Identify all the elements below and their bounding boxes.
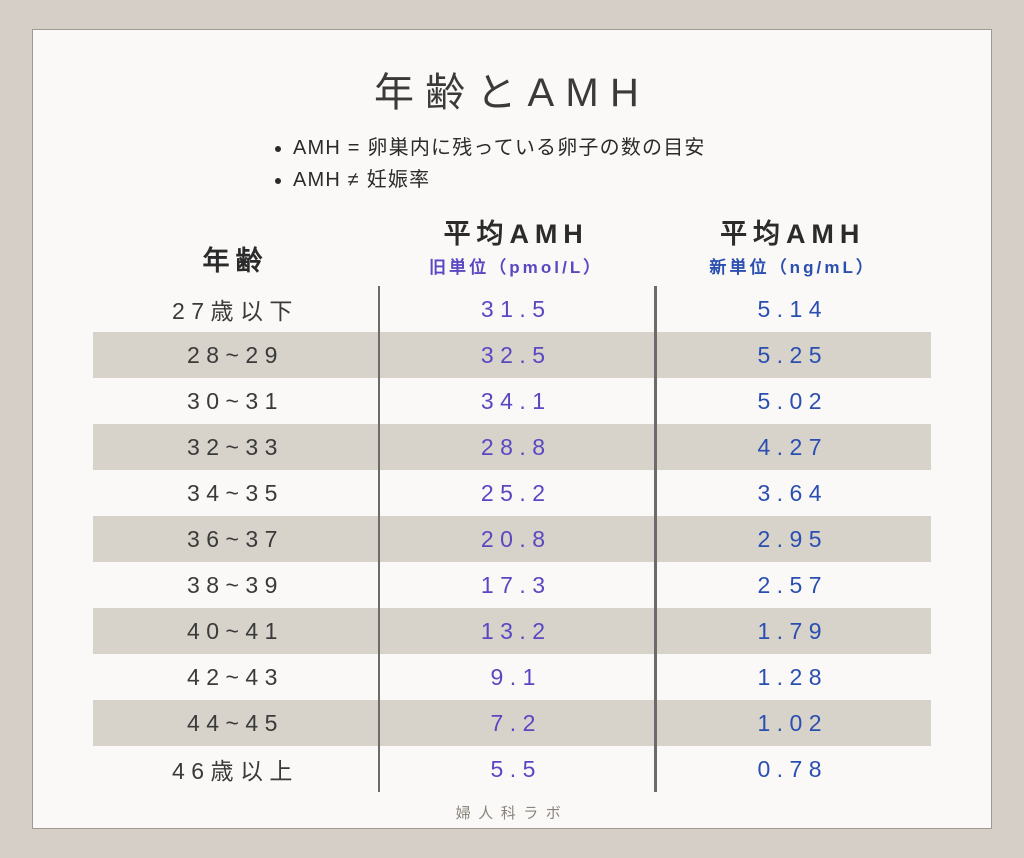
cell-new-unit: 5.14	[654, 296, 931, 323]
table-row: 36~3720.82.95	[93, 516, 931, 562]
cell-new-unit: 5.02	[654, 388, 931, 415]
footer-credit: 婦人科ラボ	[93, 802, 931, 823]
col-header-label: 平均AMH	[378, 212, 655, 251]
table-row: 38~3917.32.57	[93, 562, 931, 608]
cell-old-unit: 31.5	[378, 296, 655, 323]
cell-old-unit: 34.1	[378, 388, 655, 415]
cell-old-unit: 9.1	[378, 664, 655, 691]
cell-old-unit: 32.5	[378, 342, 655, 369]
col-header-sublabel: 旧単位（pmol/L）	[378, 253, 655, 278]
cell-age: 42~43	[93, 664, 378, 691]
table-row: 42~439.11.28	[93, 654, 931, 700]
table-row: 44~457.21.02	[93, 700, 931, 746]
cell-old-unit: 17.3	[378, 572, 655, 599]
cell-old-unit: 25.2	[378, 480, 655, 507]
cell-age: 36~37	[93, 526, 378, 553]
cell-age: 32~33	[93, 434, 378, 461]
cell-old-unit: 13.2	[378, 618, 655, 645]
cell-new-unit: 1.79	[654, 618, 931, 645]
col-header-age: 年齢	[93, 239, 378, 278]
cell-old-unit: 20.8	[378, 526, 655, 553]
col-header-label: 平均AMH	[654, 212, 931, 251]
table-row: 27歳以下31.55.14	[93, 286, 931, 332]
bullet-item: AMH = 卵巣内に残っている卵子の数の目安	[293, 132, 931, 164]
col-header-old-unit: 平均AMH 旧単位（pmol/L）	[378, 212, 655, 278]
cell-age: 38~39	[93, 572, 378, 599]
table-row: 32~3328.84.27	[93, 424, 931, 470]
cell-new-unit: 1.02	[654, 710, 931, 737]
cell-age: 28~29	[93, 342, 378, 369]
col-header-sublabel: 新単位（ng/mL）	[654, 253, 931, 278]
table-row: 30~3134.15.02	[93, 378, 931, 424]
table-header: 年齢 平均AMH 旧単位（pmol/L） 平均AMH 新単位（ng/mL）	[93, 212, 931, 278]
cell-age: 34~35	[93, 480, 378, 507]
table-row: 34~3525.23.64	[93, 470, 931, 516]
bullet-item: AMH ≠ 妊娠率	[293, 164, 931, 196]
cell-age: 30~31	[93, 388, 378, 415]
col-header-new-unit: 平均AMH 新単位（ng/mL）	[654, 212, 931, 278]
cell-old-unit: 7.2	[378, 710, 655, 737]
cell-new-unit: 2.57	[654, 572, 931, 599]
cell-new-unit: 5.25	[654, 342, 931, 369]
cell-age: 46歳以上	[93, 752, 378, 786]
table-row: 40~4113.21.79	[93, 608, 931, 654]
cell-age: 40~41	[93, 618, 378, 645]
cell-new-unit: 3.64	[654, 480, 931, 507]
card: 年齢とAMH AMH = 卵巣内に残っている卵子の数の目安 AMH ≠ 妊娠率 …	[32, 29, 992, 829]
page-title: 年齢とAMH	[93, 60, 931, 118]
cell-new-unit: 4.27	[654, 434, 931, 461]
cell-age: 44~45	[93, 710, 378, 737]
table-row: 46歳以上5.50.78	[93, 746, 931, 792]
cell-new-unit: 1.28	[654, 664, 931, 691]
cell-old-unit: 5.5	[378, 756, 655, 783]
bullet-list: AMH = 卵巣内に残っている卵子の数の目安 AMH ≠ 妊娠率	[293, 132, 931, 196]
cell-new-unit: 2.95	[654, 526, 931, 553]
table-row: 28~2932.55.25	[93, 332, 931, 378]
cell-old-unit: 28.8	[378, 434, 655, 461]
cell-age: 27歳以下	[93, 292, 378, 326]
col-header-label: 年齢	[93, 239, 378, 278]
table-body: 27歳以下31.55.1428~2932.55.2530~3134.15.023…	[93, 286, 931, 792]
cell-new-unit: 0.78	[654, 756, 931, 783]
